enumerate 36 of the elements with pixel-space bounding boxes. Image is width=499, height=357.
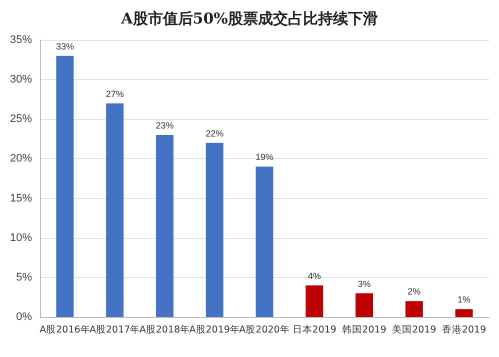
x-tick-label: A股2019年 xyxy=(189,324,240,336)
x-tick-label: A股2020年 xyxy=(239,324,290,336)
data-label: 1% xyxy=(458,294,471,305)
y-tick-label: 10% xyxy=(10,232,32,244)
data-label: 2% xyxy=(408,286,421,297)
data-label: 3% xyxy=(358,278,371,289)
bar xyxy=(306,285,324,317)
bar xyxy=(455,309,473,317)
data-label: 27% xyxy=(106,88,124,99)
bar xyxy=(106,103,124,317)
y-tick-label: 30% xyxy=(10,74,32,86)
bar xyxy=(156,134,174,317)
y-tick-label: 25% xyxy=(10,113,32,126)
x-tick-label: 日本2019 xyxy=(292,324,336,336)
y-tick-label: 20% xyxy=(10,152,32,165)
bar xyxy=(256,166,274,317)
x-tick-label: A股2016年 xyxy=(40,324,90,336)
bar xyxy=(206,142,224,317)
bar xyxy=(405,301,423,317)
x-tick-label: 香港2019 xyxy=(442,324,486,336)
x-tick-label: 韩国2019 xyxy=(342,324,386,336)
x-tick-label: 美国2019 xyxy=(392,324,436,336)
bar xyxy=(56,56,74,317)
chart-title: A股市值后50%股票成交占比持续下滑 xyxy=(120,10,378,28)
y-tick-label: 5% xyxy=(16,271,32,284)
y-tick-label: 35% xyxy=(10,34,32,46)
data-label: 33% xyxy=(56,41,74,52)
y-tick-label: 0% xyxy=(16,311,32,323)
data-label: 4% xyxy=(308,270,321,281)
y-tick-label: 15% xyxy=(10,192,32,204)
x-tick-label: A股2018年 xyxy=(139,324,190,336)
bar xyxy=(356,293,374,317)
data-label: 22% xyxy=(206,128,224,138)
data-label: 19% xyxy=(255,152,274,162)
data-label: 23% xyxy=(156,120,174,130)
x-tick-label: A股2017年 xyxy=(89,324,140,336)
